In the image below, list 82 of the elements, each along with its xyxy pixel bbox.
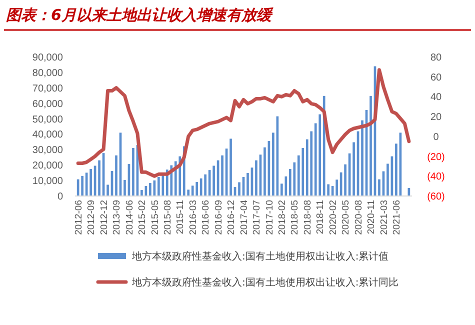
legend-label: 地方本级政府性基金收入:国有土地使用权出让收入:累计值 bbox=[131, 250, 389, 262]
x-tick-label: 2016-06 bbox=[200, 200, 212, 235]
bar bbox=[378, 179, 380, 196]
x-tick-label: 2014-06 bbox=[124, 200, 136, 235]
y2-tick-label: 60 bbox=[430, 72, 442, 84]
y-tick-label: 0 bbox=[57, 192, 64, 202]
bar bbox=[310, 131, 313, 196]
bar bbox=[336, 180, 338, 196]
y2-tick-label: 20 bbox=[430, 112, 442, 124]
bar bbox=[149, 183, 152, 196]
x-tick-label: 2017-07 bbox=[252, 200, 263, 235]
x-tick-label: 2012-06 bbox=[73, 200, 84, 235]
bar bbox=[221, 155, 224, 196]
y-tick-label: 80,000 bbox=[32, 68, 64, 79]
bar bbox=[230, 138, 232, 196]
bar bbox=[280, 184, 283, 196]
x-tick-label: 2020-11 bbox=[366, 200, 378, 234]
bar bbox=[246, 172, 249, 196]
y2-tick-label: (20) bbox=[427, 152, 445, 163]
x-tick-label: 2016-03 bbox=[188, 200, 199, 235]
bar bbox=[344, 164, 346, 196]
x-tick-label: 2020-02 bbox=[328, 200, 339, 235]
bar bbox=[124, 180, 126, 196]
bar bbox=[352, 142, 355, 196]
bar bbox=[204, 174, 206, 196]
bar bbox=[395, 144, 398, 196]
x-tick-label: 2018-02 bbox=[277, 200, 288, 235]
x-tick-label: 2012-12 bbox=[98, 200, 110, 235]
bar bbox=[81, 176, 84, 196]
line-series bbox=[76, 68, 411, 178]
x-tick-label: 2017-10 bbox=[264, 200, 276, 235]
legend-label: 地方本级政府性基金收入:国有土地使用权出让收入:累计同比 bbox=[131, 276, 399, 288]
y-tick-label: 50,000 bbox=[32, 114, 64, 126]
x-tick-label: 2018-05 bbox=[290, 200, 301, 235]
bar bbox=[238, 182, 240, 196]
bar bbox=[98, 160, 100, 196]
x-tick-label: 2021-06 bbox=[392, 200, 403, 235]
x-tick-label: 2021-03 bbox=[378, 200, 390, 235]
y-tick-label: 40,000 bbox=[32, 130, 64, 141]
bar bbox=[302, 148, 304, 196]
bar bbox=[158, 177, 160, 196]
bar bbox=[106, 184, 109, 196]
bar bbox=[140, 190, 143, 196]
bar bbox=[212, 166, 215, 196]
x-tick-label: 2020-08 bbox=[353, 200, 364, 235]
y-tick-label: 60,000 bbox=[32, 98, 64, 110]
y2-tick-label: 0 bbox=[433, 132, 440, 143]
y2-tick-label: 40 bbox=[430, 92, 442, 104]
x-tick-label: 2015-11 bbox=[175, 200, 186, 234]
bar bbox=[386, 164, 389, 196]
bar bbox=[90, 168, 92, 196]
bar bbox=[132, 148, 134, 196]
bar bbox=[115, 155, 118, 196]
bar bbox=[293, 162, 296, 196]
x-tick-label: 2015-02 bbox=[137, 200, 148, 235]
x-tick-label: 2012-09 bbox=[86, 200, 98, 235]
x-tick-label: 2013-09 bbox=[112, 200, 123, 235]
bar bbox=[196, 182, 198, 196]
bar bbox=[272, 132, 274, 196]
y-tick-label: 30,000 bbox=[32, 145, 64, 156]
bar bbox=[370, 96, 372, 196]
x-tick-label: 2016-12 bbox=[226, 200, 238, 235]
x-tick-label: 2015-05 bbox=[150, 200, 161, 235]
bar bbox=[361, 120, 364, 196]
x-tick-label: 2015-08 bbox=[162, 200, 174, 235]
bar bbox=[264, 147, 266, 196]
y-tick-label: 70,000 bbox=[32, 83, 64, 94]
bar bbox=[255, 160, 258, 196]
y-tick-label: 10,000 bbox=[32, 176, 64, 188]
y2-tick-label: (40) bbox=[427, 172, 445, 183]
x-tick-label: 2018-08 bbox=[302, 200, 314, 235]
y2-tick-label: (60) bbox=[427, 192, 445, 202]
bar bbox=[318, 114, 322, 196]
x-tick-label: 2016-09 bbox=[213, 200, 224, 235]
x-tick-label: 2017-04 bbox=[238, 200, 250, 235]
y2-tick-label: 80 bbox=[430, 52, 442, 64]
bar bbox=[191, 186, 194, 196]
chart-title: 图表：6月以来土地出让收入增速有放缓 bbox=[6, 6, 274, 24]
x-tick-label: 2018-11 bbox=[315, 200, 326, 234]
y-tick-label: 90,000 bbox=[32, 52, 64, 64]
y-tick-label: 20,000 bbox=[32, 160, 64, 172]
x-tick-label: 2020-05 bbox=[340, 200, 352, 235]
